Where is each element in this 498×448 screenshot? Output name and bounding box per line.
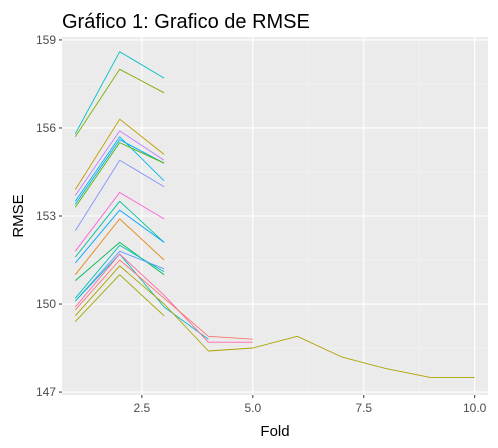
series-line-19 xyxy=(74,265,475,378)
series-line-8 xyxy=(74,159,165,231)
y-axis-title: RMSE xyxy=(10,194,27,237)
major-gridlines xyxy=(62,37,488,395)
x-tick-label: 10.0 xyxy=(463,401,487,415)
y-tick-label: 156 xyxy=(36,121,56,135)
series-line-17 xyxy=(74,253,253,343)
series-line-1 xyxy=(74,51,165,135)
series-line-11 xyxy=(74,209,165,264)
series-line-3 xyxy=(74,118,165,190)
series-line-5 xyxy=(74,136,165,202)
x-axis: 2.5 5.0 7.5 10.0 xyxy=(134,395,487,415)
y-tick-label: 153 xyxy=(36,209,56,223)
series-line-15 xyxy=(74,250,165,302)
series-line-2 xyxy=(74,68,165,138)
x-axis-title: Fold xyxy=(260,423,289,440)
x-tick-label: 7.5 xyxy=(355,401,372,415)
series-line-16 xyxy=(74,253,209,340)
series-line-7 xyxy=(74,142,165,208)
series-line-10 xyxy=(74,200,165,258)
y-tick-label: 147 xyxy=(36,385,56,399)
series-line-12 xyxy=(74,218,165,275)
y-tick-label: 159 xyxy=(36,33,56,47)
chart-title: Gráfico 1: Grafico de RMSE xyxy=(62,11,310,33)
series-line-20 xyxy=(74,274,165,322)
y-tick-label: 150 xyxy=(36,297,56,311)
series-line-4 xyxy=(74,130,165,196)
series-line-9 xyxy=(74,192,165,252)
series-line-18 xyxy=(74,259,253,340)
x-tick-label: 5.0 xyxy=(244,401,261,415)
series-lines xyxy=(74,51,475,378)
x-tick-label: 2.5 xyxy=(134,401,151,415)
series-line-6 xyxy=(74,139,165,205)
y-axis: 147 150 153 156 159 xyxy=(36,33,62,399)
series-line-13 xyxy=(75,241,165,281)
